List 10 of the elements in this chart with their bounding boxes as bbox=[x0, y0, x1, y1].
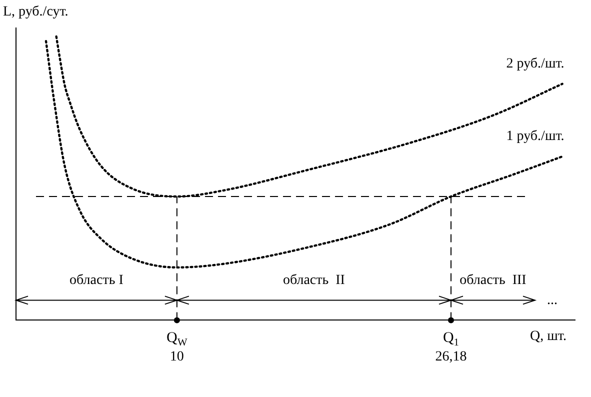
annotation: ... bbox=[547, 292, 558, 308]
y-axis-title: L, руб./сут. bbox=[3, 4, 68, 20]
x-tick-label: 26,18 bbox=[435, 349, 467, 364]
annotation: область II bbox=[282, 272, 346, 288]
annotation: область I bbox=[70, 272, 124, 288]
series-label: 2 руб./шт. bbox=[506, 56, 564, 72]
annotation: область III bbox=[460, 272, 527, 288]
x-axis-title: Q, шт. bbox=[530, 328, 566, 344]
series-label: 1 руб./шт. bbox=[506, 129, 564, 144]
x-tick-label: 10 bbox=[170, 349, 184, 364]
